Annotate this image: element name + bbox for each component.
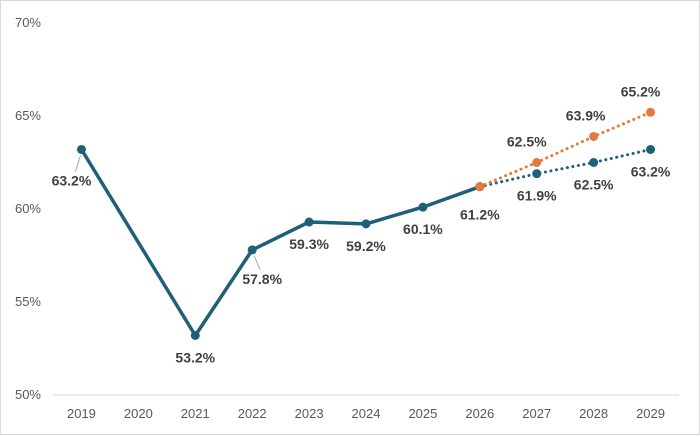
y-tick-label: 65% bbox=[15, 108, 41, 123]
data-label: 53.2% bbox=[175, 349, 215, 365]
data-label: 63.9% bbox=[566, 107, 606, 123]
x-tick-label: 2019 bbox=[67, 406, 96, 421]
data-point bbox=[247, 245, 257, 255]
data-point bbox=[190, 330, 200, 340]
x-tick-label: 2026 bbox=[465, 406, 494, 421]
data-point bbox=[589, 131, 599, 141]
data-label: 61.9% bbox=[517, 188, 557, 204]
data-label: 63.2% bbox=[631, 163, 671, 179]
data-label: 60.1% bbox=[403, 221, 443, 237]
data-point bbox=[646, 107, 656, 117]
data-label: 62.5% bbox=[574, 177, 614, 193]
x-tick-label: 2020 bbox=[124, 406, 153, 421]
x-tick-label: 2024 bbox=[352, 406, 381, 421]
data-point bbox=[475, 182, 485, 192]
data-point bbox=[532, 169, 542, 179]
data-point bbox=[589, 158, 599, 167]
x-tick-label: 2022 bbox=[238, 406, 267, 421]
data-point bbox=[361, 219, 371, 229]
data-point bbox=[76, 144, 86, 154]
series-line-2 bbox=[478, 110, 652, 189]
data-label: 59.3% bbox=[289, 236, 329, 252]
y-tick-label: 55% bbox=[15, 294, 41, 309]
data-label: 59.2% bbox=[346, 238, 386, 254]
data-label: 61.2% bbox=[460, 207, 500, 223]
x-tick-label: 2029 bbox=[636, 406, 665, 421]
data-label: 57.8% bbox=[242, 271, 282, 287]
x-tick-label: 2025 bbox=[408, 406, 437, 421]
y-tick-label: 60% bbox=[15, 201, 41, 216]
data-point bbox=[418, 202, 428, 212]
data-point bbox=[532, 158, 542, 167]
series-markers bbox=[76, 107, 656, 340]
leader-lines bbox=[74, 155, 261, 271]
data-label: 62.5% bbox=[507, 134, 547, 150]
y-tick-label: 70% bbox=[15, 15, 41, 30]
x-tick-label: 2028 bbox=[579, 406, 608, 421]
data-point bbox=[304, 217, 314, 227]
label-leader-line bbox=[253, 255, 261, 271]
data-point bbox=[646, 144, 656, 154]
data-labels: 63.2% 53.2% 57.8% 59.3% 59.2% 60.1% 61.2% 61.9%… bbox=[52, 83, 671, 365]
series-line-0 bbox=[79, 147, 482, 338]
label-leader-line bbox=[74, 155, 81, 172]
x-tick-label: 2021 bbox=[181, 406, 210, 421]
data-label: 65.2% bbox=[621, 83, 661, 99]
x-tick-label: 2027 bbox=[522, 406, 551, 421]
x-tick-label: 2023 bbox=[295, 406, 324, 421]
axes: 50% 55% 60% 65% 70% 2019 2020 2021 2022 2023 2024 2… bbox=[15, 15, 679, 421]
series-line-1 bbox=[478, 148, 652, 189]
data-label: 63.2% bbox=[52, 172, 92, 188]
y-tick-label: 50% bbox=[15, 387, 41, 402]
